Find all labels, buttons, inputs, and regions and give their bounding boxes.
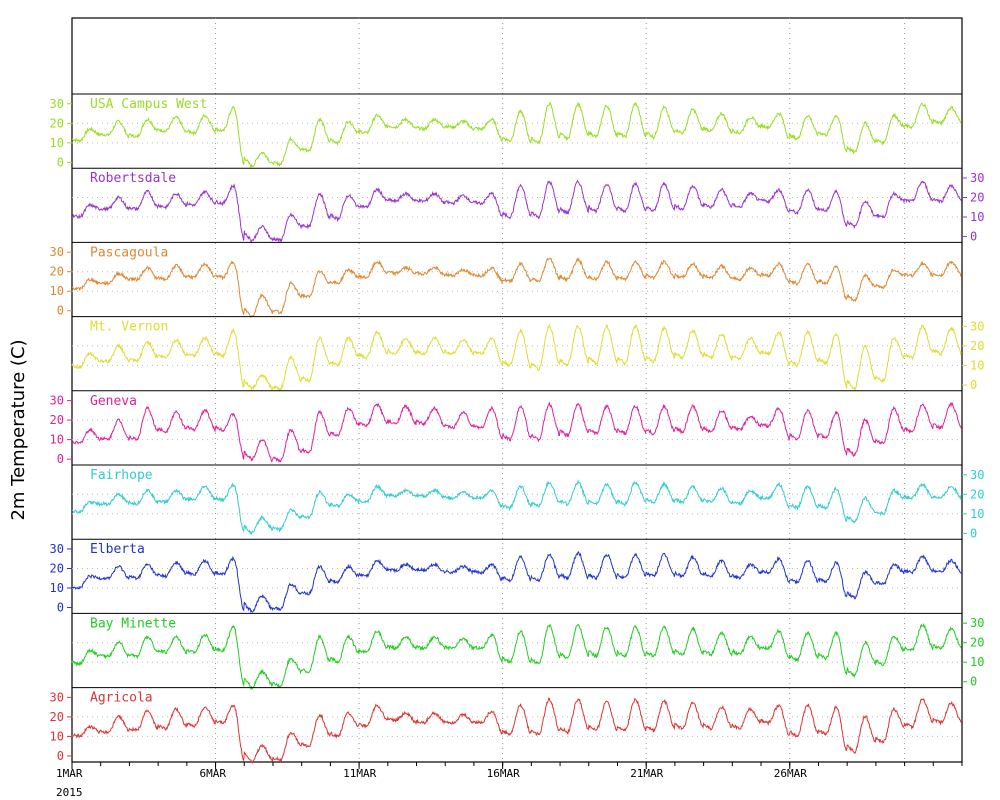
x-axis: 1MAR 6MAR 11MAR 16MAR 21MAR 26MAR [56,762,963,780]
y-tick-label: 30 [50,690,64,704]
y-tick-label: 30 [970,319,984,333]
y-tick-label: 10 [50,136,64,150]
y-tick-label: 0 [57,601,64,615]
y-tick-label: 0 [970,526,977,540]
station-name-label: Elberta [90,542,145,557]
station-name-label: Bay Minette [90,616,176,631]
station-panel: 0 10 20 30 Agricola [50,687,962,765]
y-tick-label: 10 [970,507,984,521]
station-name-label: Pascagoula [90,245,168,260]
station-panel: 0 10 20 30 Geneva [50,390,962,466]
grid-lines [71,17,963,763]
x-tick-label: 26MAR [774,767,807,780]
y-tick-label: 30 [50,542,64,556]
station-panel: 0 10 20 30 Elberta [50,538,962,615]
station-name-label: Robertsdale [90,171,176,186]
y-tick-label: 20 [970,339,984,353]
y-tick-label: 10 [50,433,64,447]
station-name-label: Geneva [90,394,137,409]
series-line [71,257,962,318]
series-line [71,323,962,392]
y-tick-label: 0 [970,230,977,244]
station-panel: 0 10 20 30 Mt. Vernon [71,316,984,392]
station-panel: 0 10 20 30 USA Campus West [50,93,962,169]
station-panel: 0 10 20 30 Fairhope [71,464,984,540]
y-tick-label: 20 [50,265,64,279]
series-line [71,479,962,536]
x-tick-label: 11MAR [343,767,376,780]
y-axis-label: 2m Temperature (C) [8,339,29,520]
station-name-label: Mt. Vernon [90,320,168,335]
y-tick-label: 10 [50,284,64,298]
x-tick-label: 21MAR [630,767,663,780]
y-tick-label: 30 [50,97,64,111]
x-tick-label: 1MAR [56,767,83,780]
y-tick-label: 10 [970,358,984,372]
station-panel: 0 10 20 30 Bay Minette [71,612,984,691]
x-tick-label: 16MAR [487,767,520,780]
series-line [72,101,962,169]
y-tick-label: 20 [50,413,64,427]
plot-frame [71,17,963,763]
y-tick-label: 30 [50,394,64,408]
series-line [71,622,962,691]
y-tick-label: 10 [50,729,64,743]
y-tick-label: 10 [970,655,984,669]
y-tick-label: 20 [970,636,984,650]
x-tick-label: 6MAR [200,767,227,780]
y-tick-label: 0 [57,452,64,466]
series-line [71,697,962,765]
y-tick-label: 30 [970,171,984,185]
y-tick-label: 0 [57,155,64,169]
y-tick-label: 10 [970,210,984,224]
y-tick-label: 30 [970,616,984,630]
station-panel: 0 10 20 30 Pascagoula [50,241,962,318]
y-tick-label: 20 [970,487,984,501]
station-name-label: USA Campus West [90,97,207,112]
y-tick-label: 10 [50,581,64,595]
y-tick-label: 30 [970,468,984,482]
series-line [71,179,962,244]
station-name-label: Agricola [90,691,153,706]
station-panel: 0 10 20 30 Robertsdale [71,167,984,244]
y-tick-label: 20 [970,190,984,204]
series-line [72,401,962,463]
y-tick-label: 0 [57,304,64,318]
y-tick-label: 30 [50,245,64,259]
series-line [71,551,962,613]
y-tick-label: 20 [50,561,64,575]
y-tick-label: 0 [57,749,64,763]
station-panels: 0 10 20 30 USA Campus West 0 10 20 30 Robertsdale… [50,93,984,765]
x-axis-year-label: 2015 [56,786,83,799]
y-tick-label: 0 [970,378,977,392]
y-tick-label: 20 [50,116,64,130]
y-tick-label: 20 [50,710,64,724]
station-name-label: Fairhope [90,468,153,483]
y-tick-label: 0 [970,675,977,689]
